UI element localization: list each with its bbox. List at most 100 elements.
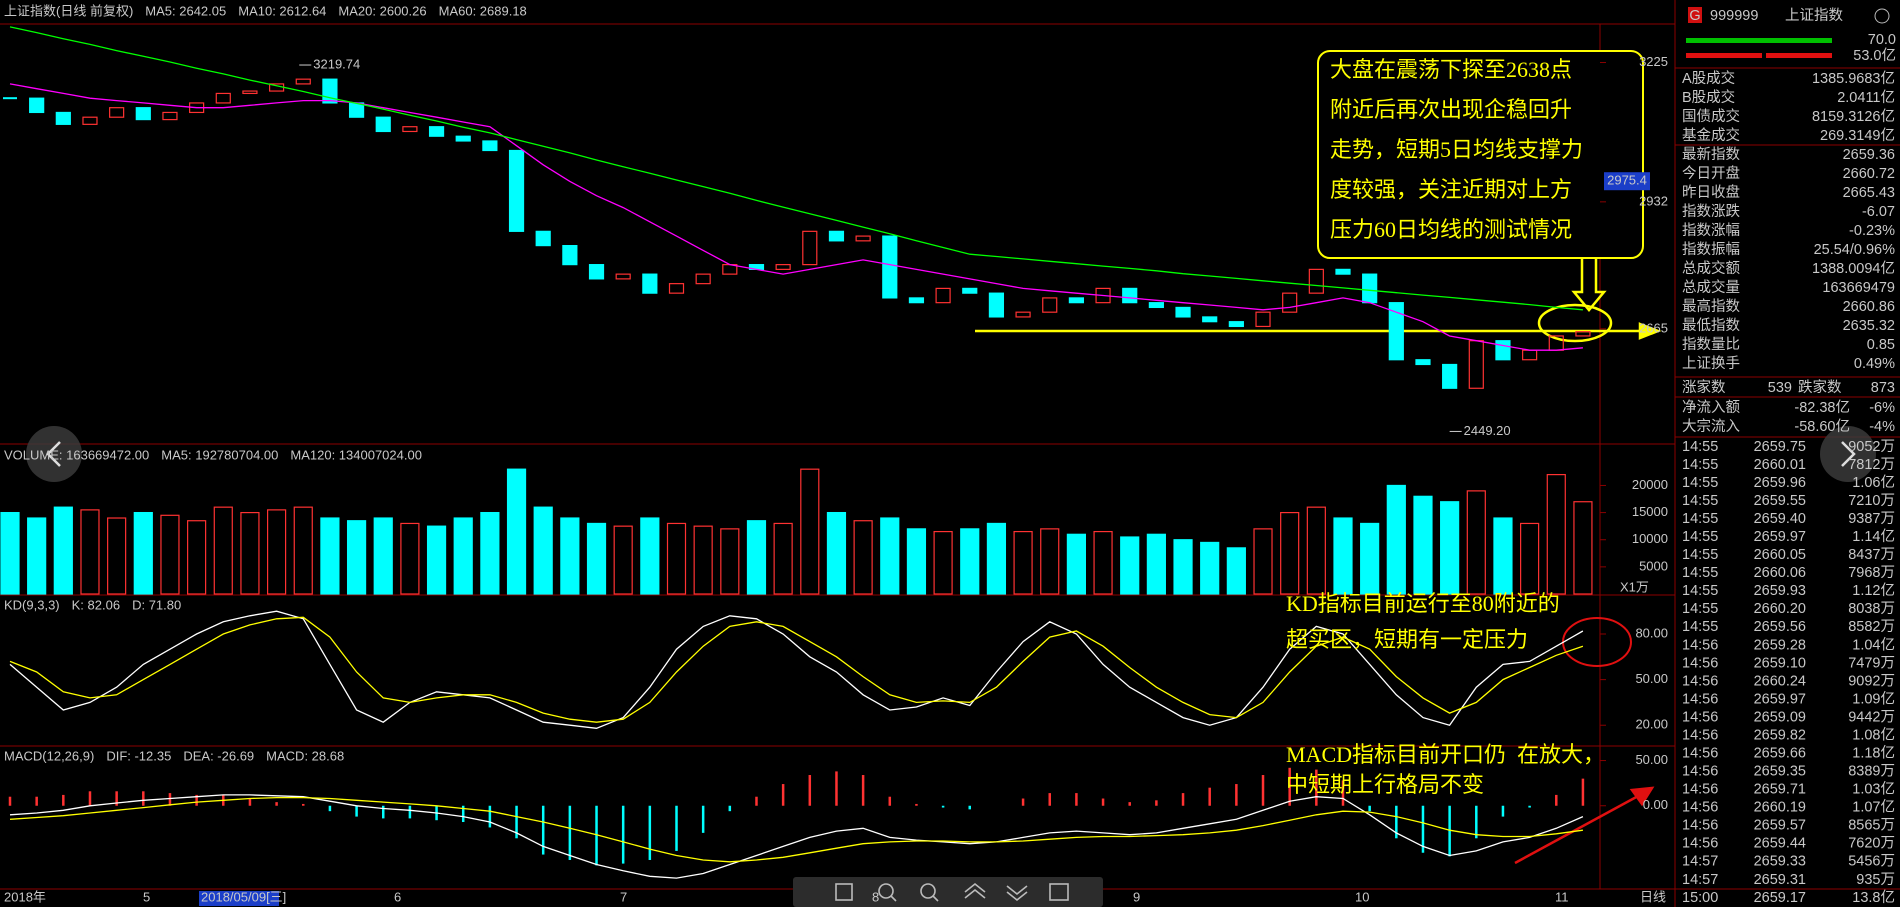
y-tick-label: 5000: [1639, 558, 1668, 573]
volume-bar: [586, 522, 607, 595]
x-axis-label: 6: [394, 889, 401, 904]
candle: [1175, 306, 1191, 318]
volume-bar: [27, 517, 47, 595]
volume-bar: [320, 517, 340, 595]
tick-price: 2660.24: [1754, 673, 1806, 689]
tick-price: 2660.19: [1754, 800, 1806, 816]
quote-label: 国债成交: [1682, 107, 1740, 125]
volume-bar: [346, 520, 367, 595]
tick-price: 2659.17: [1754, 890, 1806, 906]
quote-label: 最低指数: [1682, 317, 1740, 334]
x-axis-label: 2018/05/09[三]: [201, 889, 286, 904]
macd-note: MACD指标目前开口仍 在放大，: [1286, 742, 1605, 767]
tick-time: 14:55: [1682, 547, 1718, 563]
flow-value: -82.38亿: [1794, 399, 1850, 416]
quote-value: -6.07: [1862, 204, 1895, 220]
candle: [1308, 268, 1324, 294]
tick-volume: 1.18亿: [1852, 745, 1895, 762]
quote-label: 总成交额: [1682, 259, 1740, 277]
quote-label: 最新指数: [1682, 146, 1740, 163]
volume-bar: [613, 525, 633, 595]
tick-price: 2659.10: [1754, 655, 1806, 671]
legend-entry: MA5: 2642.05: [145, 3, 226, 18]
volume-bar: [1360, 522, 1380, 595]
y-tick-label: 50.00: [1635, 671, 1668, 686]
candle: [615, 273, 631, 280]
volume-bar: [800, 468, 820, 595]
tick-time: 14:56: [1682, 637, 1718, 653]
toolbar[interactable]: [793, 877, 1103, 907]
volume-bar: [480, 511, 500, 595]
tick-volume: 8389万: [1848, 764, 1895, 780]
quote-label: 基金成交: [1682, 126, 1740, 144]
x-axis-label: 7: [620, 889, 627, 904]
indicator-line: [9, 83, 1583, 351]
tick-time: 14:55: [1682, 601, 1718, 617]
volume-bar: [986, 522, 1007, 595]
quote-label: 上证换手: [1682, 355, 1740, 372]
legend-entry: MA20: 2600.26: [338, 3, 426, 18]
volume-bar: [1386, 484, 1406, 595]
low-label: 2449.20: [1464, 423, 1511, 438]
tick-price: 2659.55: [1754, 493, 1806, 509]
volume-bar: [160, 514, 180, 595]
legend-entry: MACD: 28.68: [266, 748, 344, 763]
candle: [1415, 359, 1431, 366]
tick-price: 2659.44: [1754, 836, 1806, 852]
volume-bar: [187, 520, 207, 595]
indicator-line: [9, 796, 1583, 863]
tick-volume: 9387万: [1848, 511, 1895, 527]
tick-volume: 8565万: [1848, 818, 1895, 834]
candle: [1335, 268, 1351, 275]
candle: [935, 287, 951, 304]
tick-volume: 7479万: [1848, 655, 1895, 671]
nav-right[interactable]: [1820, 426, 1876, 482]
volume-bar: [640, 517, 660, 595]
quote-value: 2.0411亿: [1837, 89, 1895, 106]
tick-price: 2659.33: [1754, 854, 1806, 870]
quote-value: 269.3149亿: [1820, 127, 1895, 144]
quote-label: A股成交: [1682, 69, 1735, 87]
candle: [1575, 331, 1591, 337]
volume-bar: [1306, 506, 1326, 595]
candle: [215, 92, 231, 104]
tick-price: 2659.09: [1754, 709, 1806, 725]
tick-price: 2659.35: [1754, 764, 1806, 780]
candle: [1495, 340, 1511, 361]
tick-price: 2659.56: [1754, 619, 1806, 635]
legend-entry: MA10: 2612.64: [238, 3, 326, 18]
macd-arrow: [1514, 786, 1655, 865]
y-tick-label: 2665: [1639, 320, 1668, 335]
ratio-top: 70.0: [1868, 32, 1896, 48]
ratio-bottom: 53.0亿: [1853, 47, 1896, 64]
flow-label: 大宗流入: [1682, 418, 1740, 435]
candle: [1282, 292, 1298, 313]
x-axis-label: 8: [872, 889, 879, 904]
candle: [1442, 363, 1458, 389]
volume-bar: [933, 530, 953, 595]
candle: [1068, 297, 1085, 304]
tick-volume: 1.06亿: [1852, 474, 1895, 491]
candle: [428, 126, 445, 137]
quote-label: 指数涨幅: [1682, 222, 1740, 239]
legend-entry: MA5: 192780704.00: [161, 447, 278, 462]
tick-time: 14:55: [1682, 565, 1718, 581]
candle: [1148, 302, 1164, 309]
volume-bar: [1413, 495, 1433, 595]
tick-time: 14:56: [1682, 818, 1718, 834]
tick-time: 14:55: [1682, 529, 1718, 545]
x-axis-label: 11: [1555, 889, 1569, 904]
breadth-down-label: 跌家数: [1798, 379, 1842, 396]
tick-volume: 1.09亿: [1852, 690, 1895, 707]
tick-price: 2659.31: [1754, 872, 1806, 888]
tick-time: 14:56: [1682, 655, 1718, 671]
axis-tag-box: [1604, 172, 1650, 191]
volume-bar: [1120, 536, 1140, 595]
quote-label: 昨日收盘: [1682, 183, 1740, 201]
volume-bar: [1226, 547, 1246, 595]
candle: [109, 107, 125, 118]
nav-left[interactable]: [26, 426, 82, 482]
tick-time: 14:56: [1682, 800, 1718, 816]
volume-bar: [533, 506, 553, 595]
